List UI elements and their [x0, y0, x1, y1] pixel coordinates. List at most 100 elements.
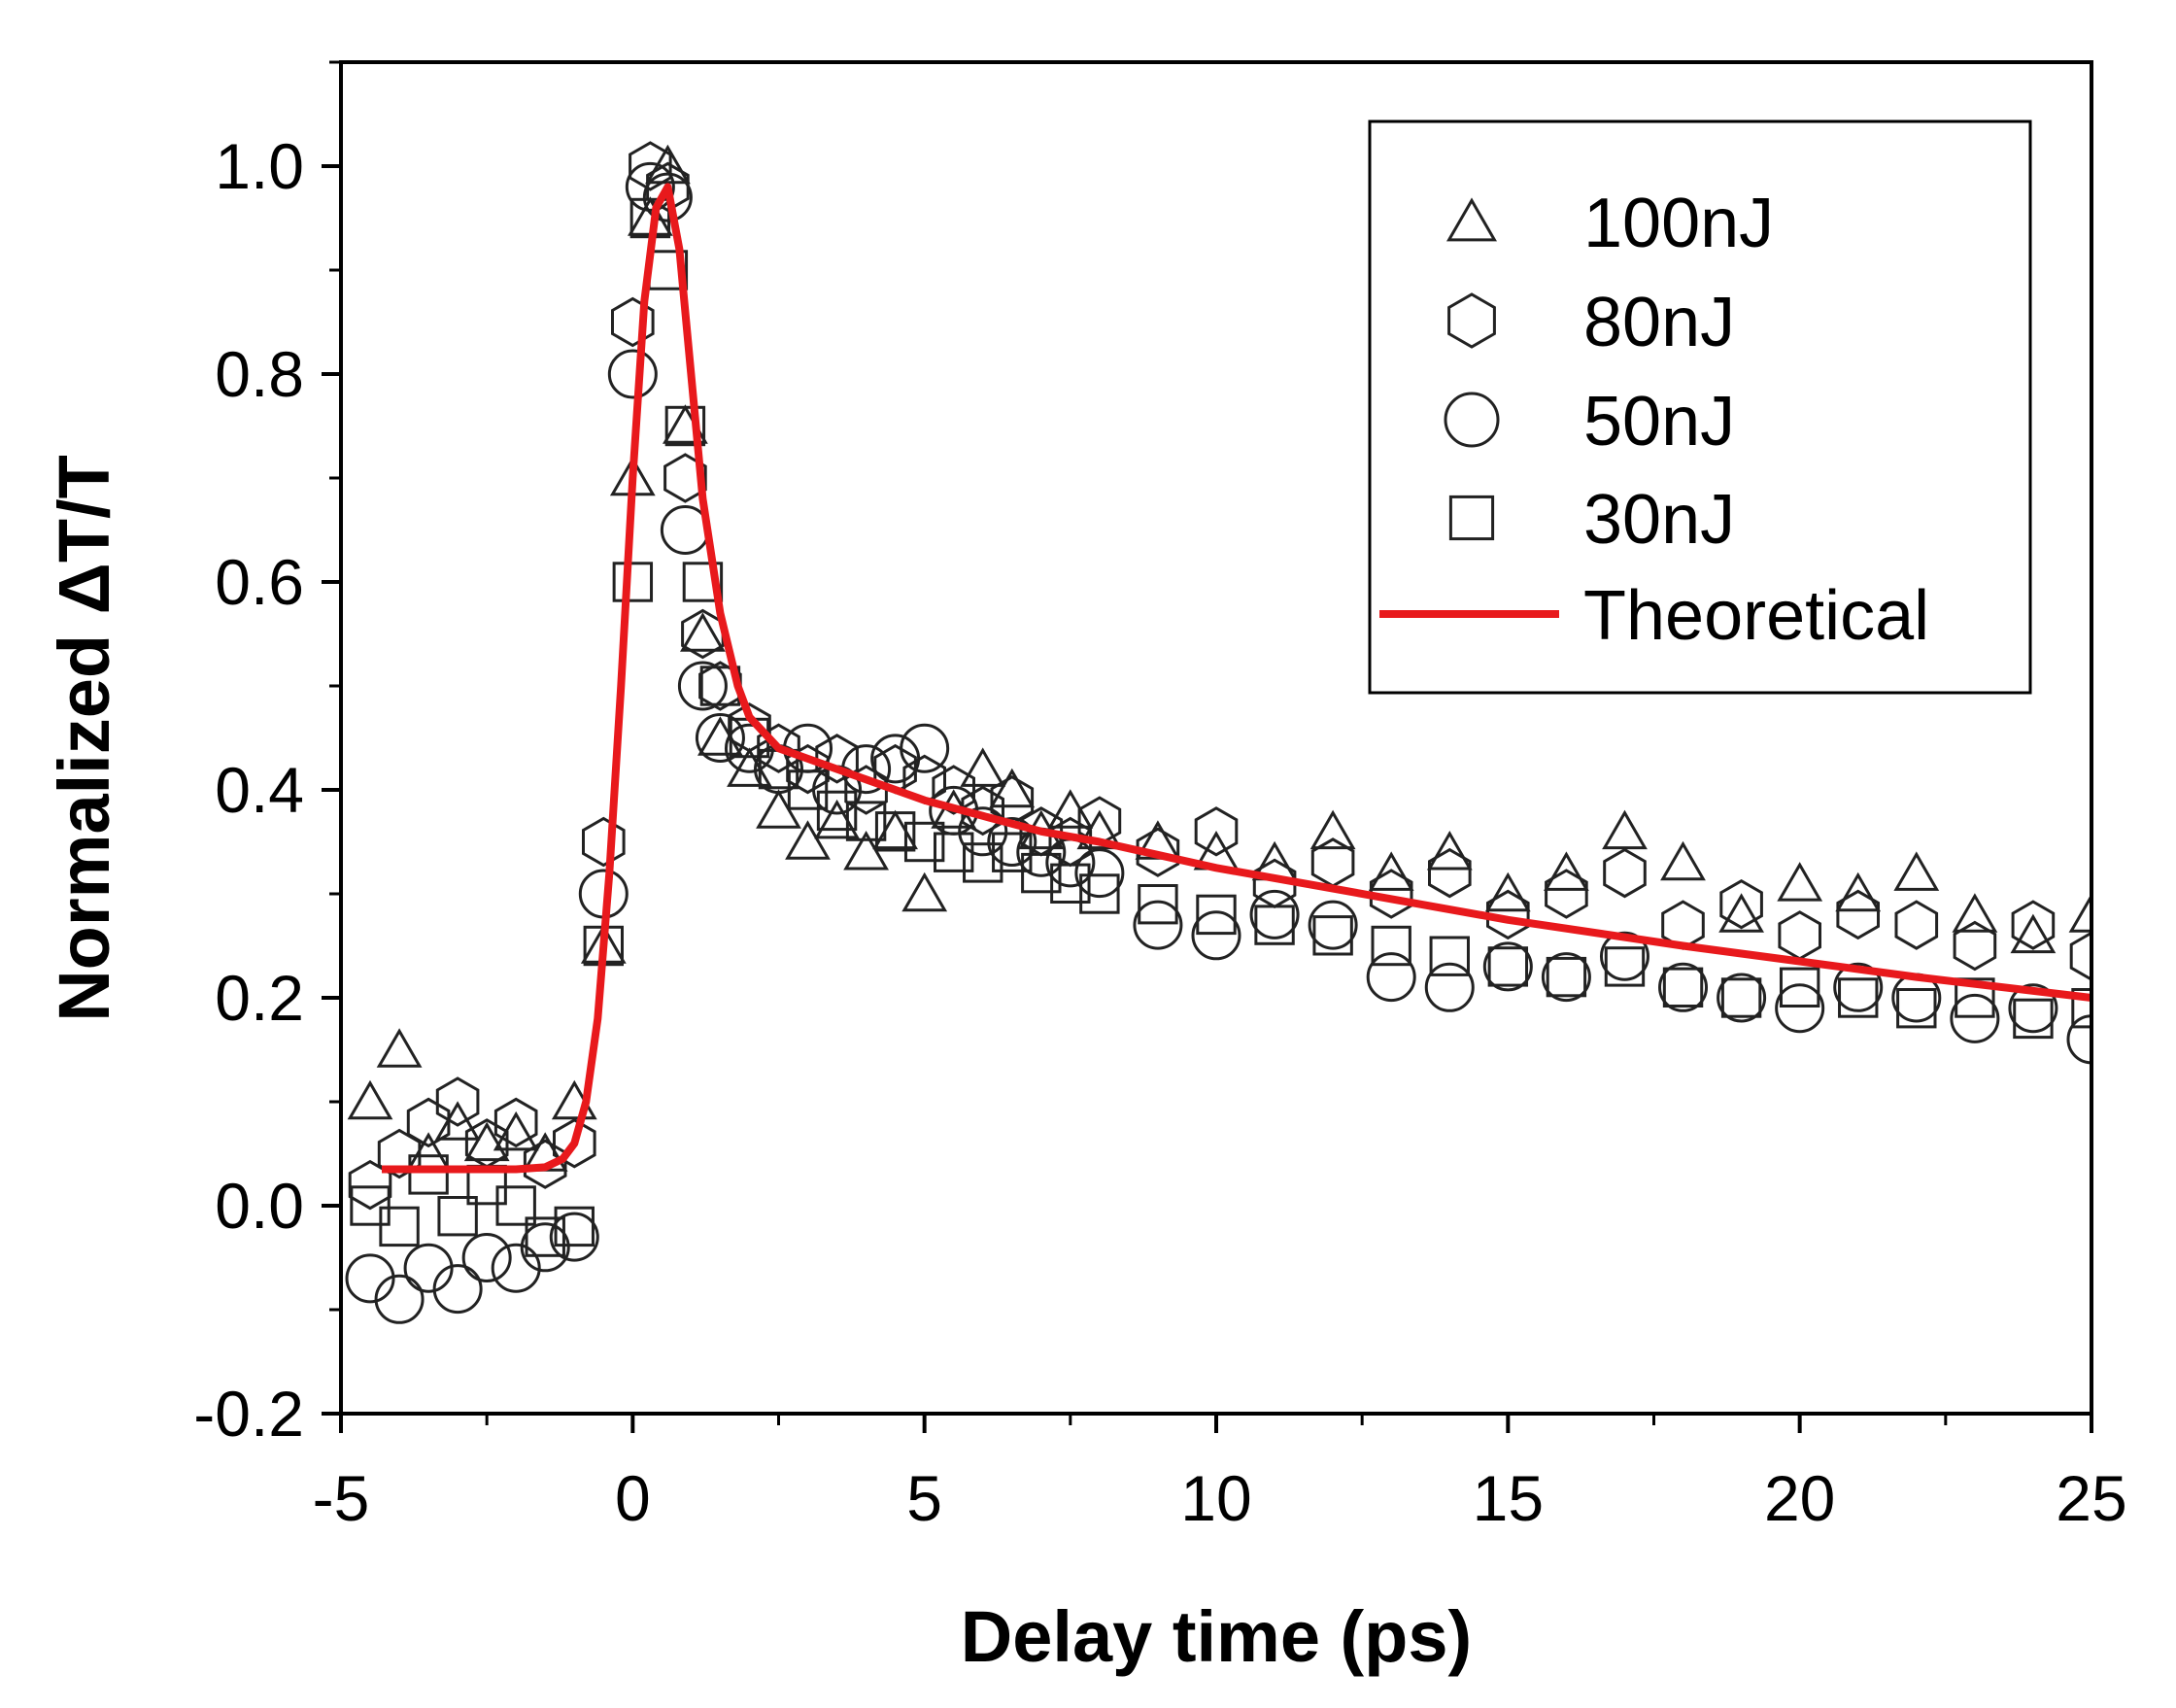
point-100nJ — [463, 1121, 510, 1162]
point-50nJ — [1308, 900, 1358, 950]
point-100nJ — [785, 820, 831, 860]
point-50nJ — [461, 1233, 512, 1282]
point-30nJ — [1196, 894, 1237, 936]
point-30nJ — [2071, 988, 2091, 1029]
y-tick-label: 1.0 — [215, 130, 304, 202]
point-30nJ — [874, 811, 916, 852]
point-30nJ — [408, 1154, 449, 1195]
point-80nJ — [1953, 920, 1997, 972]
legend-marker-100nJ — [1446, 197, 1497, 242]
point-30nJ — [1779, 967, 1820, 1008]
point-100nJ — [1952, 893, 1998, 933]
point-30nJ — [1021, 852, 1062, 894]
point-30nJ — [495, 1185, 536, 1226]
point-80nJ — [435, 1076, 480, 1127]
y-tick-label: 0.0 — [215, 1170, 304, 1242]
point-50nJ — [987, 817, 1037, 867]
legend-label-100nJ: 100nJ — [1583, 185, 1774, 262]
y-tick-label: 0.6 — [215, 546, 304, 618]
y-tick-label: 0.4 — [215, 754, 304, 826]
y-axis-title: Normalized ΔT/T — [44, 455, 124, 1022]
point-30nJ — [1312, 915, 1353, 956]
point-50nJ — [1133, 900, 1183, 950]
point-100nJ — [1309, 809, 1356, 850]
legend-marker-30nJ — [1448, 495, 1495, 541]
point-100nJ — [1368, 851, 1414, 891]
point-30nJ — [1546, 956, 1587, 998]
point-30nJ — [1429, 936, 1470, 976]
point-50nJ — [900, 723, 950, 773]
point-100nJ — [1718, 893, 1764, 933]
y-tick-label: 0.2 — [215, 962, 304, 1034]
point-30nJ — [1662, 967, 1704, 1008]
point-30nJ — [1955, 977, 1995, 1018]
point-100nJ — [1484, 871, 1531, 912]
point-80nJ — [1136, 827, 1180, 877]
point-50nJ — [870, 734, 921, 784]
x-tick-label: -5 — [313, 1462, 370, 1534]
point-100nJ — [1777, 862, 1823, 902]
y-axis: -0.2 0.0 0.2 0.4 0.6 0.8 1.0 — [193, 60, 341, 1450]
point-30nJ — [816, 790, 858, 832]
point-80nJ — [1194, 806, 1239, 857]
x-tick-label: 15 — [1473, 1462, 1544, 1534]
point-30nJ — [1604, 946, 1646, 987]
point-30nJ — [992, 832, 1033, 872]
point-80nJ — [1719, 878, 1763, 930]
point-80nJ — [2069, 931, 2091, 981]
point-80nJ — [1836, 889, 1880, 940]
series-50nJ — [345, 161, 2091, 1324]
x-tick-label: 20 — [1764, 1462, 1835, 1534]
point-50nJ — [958, 806, 1008, 857]
point-30nJ — [379, 1206, 420, 1247]
point-80nJ — [1428, 847, 1472, 899]
point-50nJ — [2008, 983, 2058, 1034]
point-50nJ — [1950, 993, 2000, 1043]
point-50nJ — [1599, 931, 1649, 981]
point-80nJ — [1369, 869, 1413, 919]
point-50nJ — [695, 713, 745, 763]
point-50nJ — [607, 349, 658, 399]
point-50nJ — [1191, 910, 1241, 961]
legend-marker-50nJ — [1444, 392, 1500, 448]
point-80nJ — [582, 816, 626, 868]
point-50nJ — [1775, 983, 1825, 1034]
point-50nJ — [1249, 889, 1300, 939]
point-50nJ — [625, 161, 675, 212]
point-50nJ — [1424, 962, 1475, 1012]
y-tick-label: 0.8 — [215, 338, 304, 410]
point-50nJ — [2066, 1014, 2091, 1065]
point-30nJ — [1079, 873, 1120, 914]
point-30nJ — [787, 769, 829, 810]
series-line-Theoretical — [382, 183, 2092, 1174]
point-100nJ — [680, 612, 726, 652]
point-100nJ — [1660, 840, 1706, 881]
point-80nJ — [2011, 900, 2056, 950]
point-50nJ — [520, 1222, 570, 1273]
point-80nJ — [1894, 900, 1939, 950]
point-100nJ — [1835, 871, 1882, 912]
line-layer — [382, 183, 2092, 1174]
point-30nJ — [525, 1216, 565, 1257]
x-axis: -5 0 5 10 15 20 25 — [313, 1414, 2127, 1534]
point-50nJ — [1658, 962, 1709, 1012]
point-80nJ — [493, 1097, 538, 1148]
point-80nJ — [1486, 889, 1530, 940]
point-80nJ — [553, 1118, 596, 1169]
point-30nJ — [1050, 863, 1091, 904]
point-50nJ — [345, 1253, 395, 1304]
point-30nJ — [612, 562, 654, 602]
point-30nJ — [1487, 946, 1529, 987]
point-50nJ — [1482, 941, 1533, 992]
x-axis-title: Delay time (ps) — [961, 1596, 1472, 1677]
point-50nJ — [1074, 848, 1125, 899]
point-100nJ — [1893, 851, 1940, 891]
point-80nJ — [1603, 847, 1647, 899]
point-100nJ — [2068, 893, 2091, 933]
point-30nJ — [1371, 925, 1411, 967]
point-50nJ — [549, 1212, 599, 1262]
point-30nJ — [845, 801, 887, 841]
point-100nJ — [960, 747, 1006, 787]
point-30nJ — [1138, 884, 1178, 925]
